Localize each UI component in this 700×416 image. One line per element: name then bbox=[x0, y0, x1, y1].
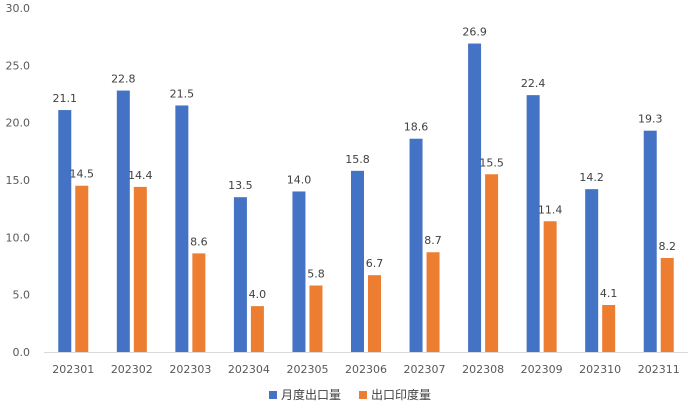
data-label: 14.4 bbox=[128, 169, 153, 182]
data-labels: 21.1 14.5 22.8 14.4 21.5 8.6 13.5 4.0 14.0 5.8 15.… bbox=[53, 26, 676, 302]
x-tick-label: 202309 bbox=[521, 363, 563, 376]
data-label: 19.3 bbox=[638, 113, 663, 126]
data-label: 14.2 bbox=[579, 171, 604, 184]
bar-series1 bbox=[643, 130, 657, 352]
y-tick-label: 5.0 bbox=[13, 289, 31, 302]
bar-series2 bbox=[75, 185, 89, 352]
legend-label: 出口印度量 bbox=[371, 387, 431, 402]
y-tick-label: 25.0 bbox=[6, 59, 31, 72]
x-tick-label: 202308 bbox=[462, 363, 504, 376]
data-label: 4.1 bbox=[600, 287, 618, 300]
bar-series1 bbox=[409, 138, 423, 352]
data-label: 21.1 bbox=[53, 92, 78, 105]
bars bbox=[58, 43, 674, 353]
data-label: 14.5 bbox=[70, 168, 95, 181]
data-label: 8.2 bbox=[658, 240, 676, 253]
x-tick-label: 202310 bbox=[579, 363, 621, 376]
data-label: 5.8 bbox=[307, 267, 325, 280]
y-tick-label: 20.0 bbox=[6, 117, 31, 130]
bar-series1 bbox=[468, 43, 482, 353]
bar-series2 bbox=[250, 306, 264, 352]
axes: 0.0 5.0 10.0 15.0 20.0 25.0 30.0 202301 202302 20… bbox=[6, 2, 688, 376]
y-tick-label: 10.0 bbox=[6, 231, 31, 244]
bar-series2 bbox=[368, 275, 381, 352]
data-label: 8.7 bbox=[424, 234, 442, 247]
data-label: 8.6 bbox=[190, 235, 208, 248]
bar-series2 bbox=[602, 304, 616, 352]
bar-series2 bbox=[485, 174, 499, 352]
data-label: 26.9 bbox=[462, 26, 487, 39]
bar-series2 bbox=[426, 252, 440, 352]
bar-series1 bbox=[233, 197, 247, 352]
data-label: 22.4 bbox=[521, 77, 546, 90]
data-label: 21.5 bbox=[170, 87, 195, 100]
y-tick-label: 0.0 bbox=[13, 346, 31, 359]
bar-series1 bbox=[58, 110, 72, 352]
data-label: 14.0 bbox=[287, 173, 312, 186]
data-label: 13.5 bbox=[228, 179, 253, 192]
bar-series1 bbox=[351, 170, 364, 352]
data-label: 18.6 bbox=[404, 121, 429, 134]
x-tick-label: 202302 bbox=[111, 363, 153, 376]
x-tick-label: 202311 bbox=[638, 363, 680, 376]
x-tick-label: 202306 bbox=[345, 363, 387, 376]
x-tick-label: 202304 bbox=[228, 363, 270, 376]
legend: 月度出口量 出口印度量 bbox=[269, 387, 431, 402]
x-tick-label: 202305 bbox=[286, 363, 328, 376]
x-tick-label: 202303 bbox=[169, 363, 211, 376]
bar-series2 bbox=[660, 257, 674, 352]
y-tick-label: 15.0 bbox=[6, 174, 31, 187]
x-tick-label: 202307 bbox=[404, 363, 446, 376]
y-tick-label: 30.0 bbox=[6, 2, 31, 15]
data-label: 22.8 bbox=[111, 73, 136, 86]
bar-series2 bbox=[133, 186, 147, 352]
legend-swatch bbox=[269, 391, 277, 399]
bar-series1 bbox=[175, 105, 189, 352]
bar-series1 bbox=[585, 189, 599, 352]
x-tick-label: 202301 bbox=[52, 363, 94, 376]
legend-label: 月度出口量 bbox=[281, 387, 341, 402]
data-label: 11.4 bbox=[538, 203, 563, 216]
bar-series1 bbox=[116, 90, 130, 352]
data-label: 6.7 bbox=[366, 257, 384, 270]
bar-series2 bbox=[543, 221, 557, 352]
data-label: 15.5 bbox=[479, 156, 504, 169]
data-label: 4.0 bbox=[249, 288, 267, 301]
bar-series2 bbox=[192, 253, 206, 352]
bar-series1 bbox=[526, 95, 540, 352]
data-label: 15.8 bbox=[345, 153, 370, 166]
legend-swatch bbox=[359, 391, 367, 399]
bar-series2 bbox=[309, 285, 323, 352]
bar-series1 bbox=[292, 191, 306, 352]
